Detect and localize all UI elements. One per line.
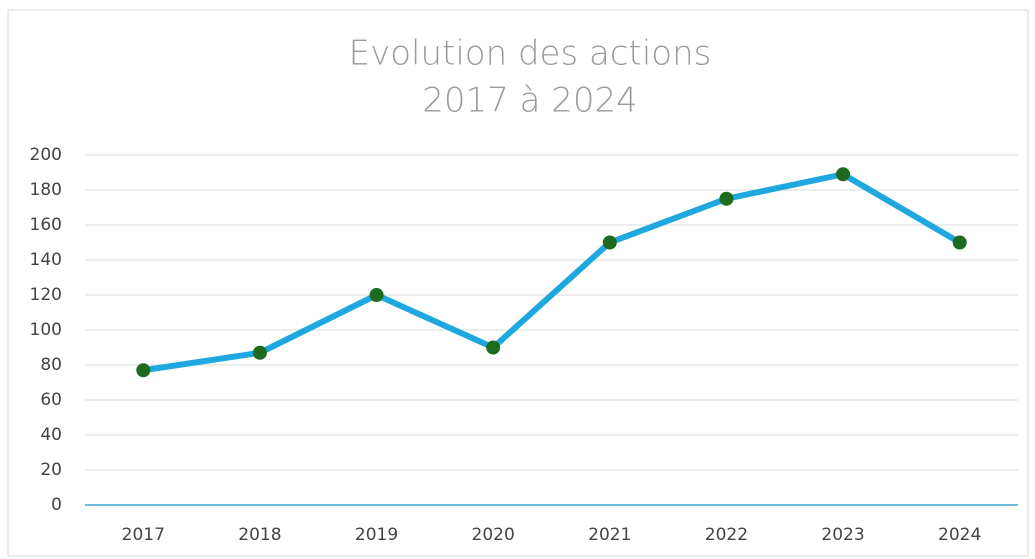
marker	[486, 340, 501, 355]
line	[140, 171, 963, 374]
marker	[719, 191, 734, 206]
x-tick-label: 2024	[938, 525, 981, 545]
marker	[136, 363, 151, 378]
x-tick-label: 2023	[821, 525, 864, 545]
marker	[952, 235, 967, 250]
y-tick-label: 140	[30, 250, 62, 270]
y-tick-label: 120	[30, 285, 62, 305]
y-tick-label: 60	[40, 390, 62, 410]
marker	[369, 288, 384, 302]
marker	[252, 345, 267, 360]
marker	[602, 235, 617, 250]
x-tick-label: 2019	[355, 525, 398, 545]
x-tick-label: 2020	[472, 525, 515, 545]
y-tick-label: 160	[30, 215, 62, 235]
y-tick-label: 100	[30, 320, 62, 340]
chart-frame	[7, 9, 1029, 557]
marker	[836, 167, 851, 182]
chart-subtitle: 2017 à 2024	[422, 81, 638, 121]
x-tick-label: 2021	[588, 525, 631, 545]
y-tick-label: 200	[30, 145, 62, 165]
y-tick-label: 20	[40, 460, 62, 480]
y-tick-label: 0	[51, 495, 62, 515]
y-tick-label: 80	[40, 355, 62, 375]
x-tick-label: 2017	[122, 525, 165, 545]
x-tick-label: 2018	[238, 525, 281, 545]
x-tick-label: 2022	[705, 525, 748, 545]
chart-title: Evolution des actions	[349, 34, 712, 74]
y-tick-label: 180	[30, 180, 62, 200]
y-tick-label: 40	[40, 425, 62, 445]
